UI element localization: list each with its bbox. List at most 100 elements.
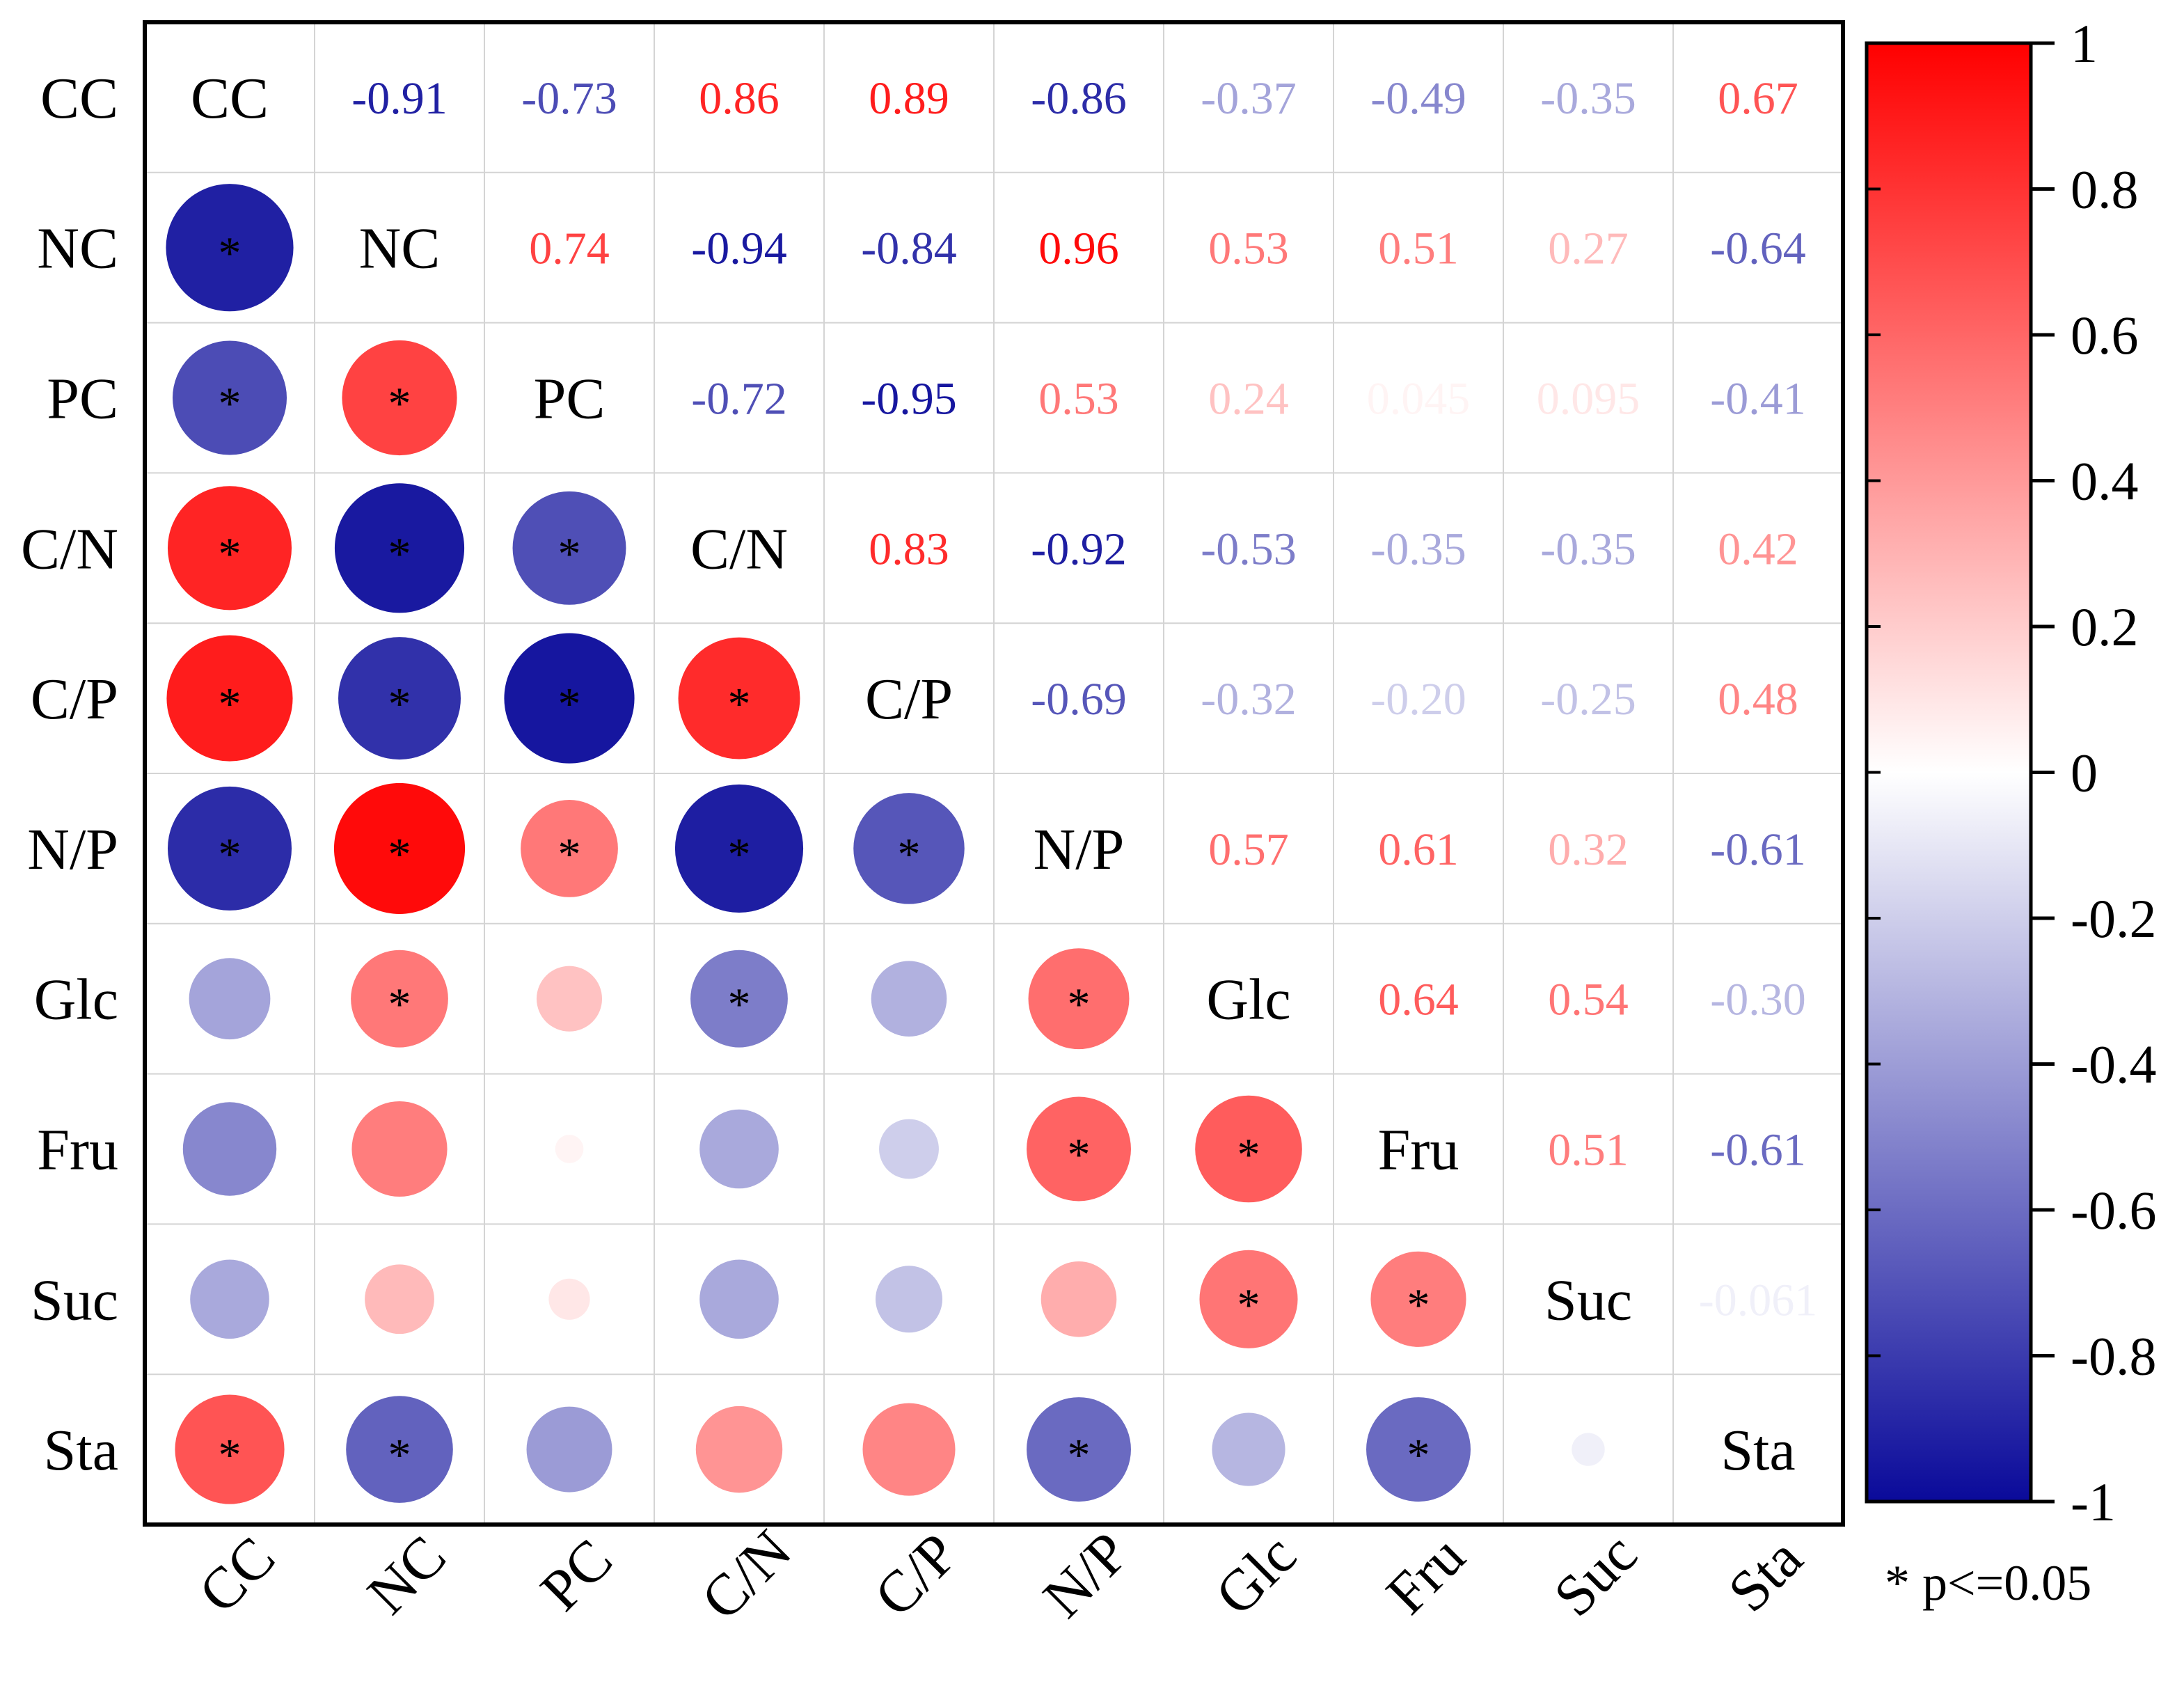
row-labels: CC NC PC C/N C/P N/P Glc Fru Suc Sta: [21, 66, 118, 1483]
diagonal-label-c-p: C/P: [865, 667, 953, 732]
diagonal-label-suc: Suc: [1544, 1268, 1632, 1332]
corr-circle-c-p-cc: [166, 635, 293, 762]
significance-marker: *: [388, 979, 411, 1030]
corr-circle-suc-fru: [1370, 1251, 1466, 1347]
colorbar-tick-label: -0.6: [2071, 1180, 2156, 1241]
row-label-pc: PC: [47, 367, 118, 432]
significance-marker: *: [558, 829, 581, 880]
diagonal-label-nc: NC: [359, 216, 441, 281]
corr-value-pc-n-p: 0.53: [1038, 374, 1119, 425]
colorbar-tick-label: 0.2: [2071, 597, 2139, 657]
significance-marker: *: [728, 979, 751, 1030]
colorbar: 1 0.8 0.6 0.4 0.2 0 -0.2 -0.4 -0.6 -0.8 -1: [1865, 13, 2156, 1532]
colorbar-tick-label: -0.4: [2071, 1034, 2156, 1095]
corr-circle-suc-c-n: [699, 1259, 779, 1339]
corr-circle-fru-pc: [555, 1135, 584, 1163]
corr-value-cc-nc: -0.91: [351, 73, 447, 124]
row-label-cc: CC: [40, 66, 118, 131]
corr-value-cc-fru: -0.49: [1370, 73, 1466, 124]
significance-marker: *: [1407, 1430, 1430, 1481]
corr-circle-fru-n-p: [1027, 1096, 1131, 1202]
corr-value-pc-glc: 0.24: [1208, 374, 1289, 425]
corr-value-glc-sta: -0.30: [1710, 975, 1805, 1025]
significance-marker: *: [388, 679, 411, 730]
corr-value-c-p-glc: -0.32: [1201, 674, 1296, 725]
diagonal-label-glc: Glc: [1206, 968, 1290, 1032]
corr-value-cc-glc: -0.37: [1201, 73, 1296, 124]
corr-value-nc-fru: 0.51: [1378, 223, 1459, 274]
diagonal-label-n-p: N/P: [1034, 817, 1125, 882]
corr-circle-suc-n-p: [1040, 1261, 1117, 1337]
corr-value-c-p-suc: -0.25: [1540, 674, 1636, 725]
diagonal-label-sta: Sta: [1720, 1418, 1795, 1483]
corr-circle-c-p-c-n: [678, 637, 800, 759]
significance-marker: *: [219, 1430, 242, 1481]
corr-value-nc-c-n: -0.94: [691, 223, 786, 274]
corr-circle-glc-n-p: [1028, 948, 1130, 1050]
corr-value-fru-sta: -0.61: [1710, 1125, 1805, 1176]
corr-value-fru-suc: 0.51: [1548, 1125, 1629, 1176]
corr-value-n-p-suc: 0.32: [1548, 824, 1629, 875]
row-label-n-p: N/P: [27, 817, 118, 882]
corr-circle-glc-pc: [536, 966, 603, 1032]
colorbar-tick-label: -1: [2071, 1472, 2116, 1532]
corr-value-cc-pc: -0.73: [521, 73, 617, 124]
significance-marker: *: [388, 1430, 411, 1481]
corr-value-pc-sta: -0.41: [1710, 374, 1805, 425]
corr-circle-glc-nc: [351, 950, 448, 1048]
corr-value-pc-fru: 0.045: [1367, 374, 1471, 425]
corr-circle-c-n-cc: [167, 486, 292, 611]
corr-value-n-p-glc: 0.57: [1208, 824, 1289, 875]
corr-circle-n-p-c-n: [674, 784, 804, 913]
corr-circle-fru-c-p: [879, 1119, 939, 1179]
colorbar-tick-label: 0.4: [2071, 451, 2139, 512]
row-label-suc: Suc: [31, 1268, 118, 1332]
colorbar-gradient: [1865, 41, 2033, 1504]
corr-value-glc-suc: 0.54: [1548, 975, 1629, 1025]
colorbar-tick-label: 1: [2071, 13, 2098, 74]
corr-circle-sta-nc: [346, 1396, 453, 1503]
corr-circle-n-p-pc: [521, 800, 618, 897]
corr-value-n-p-sta: -0.61: [1710, 824, 1805, 875]
row-label-c-p: C/P: [31, 667, 118, 732]
significance-marker: *: [1237, 1130, 1260, 1181]
colorbar-tick-label: 0.8: [2071, 159, 2139, 220]
correlation-cells: CC -0.91 -0.73 0.86 0.89 -0.86 -0.37 -0.49 -0.35…: [166, 66, 1817, 1504]
corr-circle-c-n-nc: [334, 483, 465, 613]
significance-marker: *: [1068, 979, 1091, 1030]
corr-circle-sta-fru: [1366, 1397, 1471, 1502]
corr-circle-c-n-pc: [512, 491, 626, 605]
corr-circle-fru-cc: [182, 1102, 277, 1196]
significance-marker: *: [388, 528, 411, 579]
corr-value-nc-suc: 0.27: [1548, 223, 1629, 274]
row-label-nc: NC: [37, 216, 118, 281]
significance-marker: *: [388, 829, 411, 880]
significance-note: * p<=0.05: [1885, 1555, 2091, 1611]
diagonal-label-c-n: C/N: [690, 517, 788, 581]
significance-marker: *: [1237, 1279, 1260, 1330]
row-label-sta: Sta: [44, 1418, 118, 1483]
corr-value-c-n-c-p: 0.83: [869, 523, 949, 574]
corr-circle-fru-nc: [351, 1101, 448, 1197]
diagonal-label-fru: Fru: [1378, 1118, 1459, 1183]
row-label-c-n: C/N: [21, 517, 118, 581]
corr-circle-pc-nc: [342, 340, 457, 456]
corr-value-c-n-fru: -0.35: [1370, 523, 1466, 574]
corr-value-cc-n-p: -0.86: [1031, 73, 1126, 124]
corr-circle-sta-n-p: [1027, 1397, 1131, 1502]
corr-circle-sta-glc: [1212, 1412, 1285, 1486]
corr-value-c-p-fru: -0.20: [1370, 674, 1466, 725]
significance-marker: *: [1407, 1279, 1430, 1330]
corr-value-nc-sta: -0.64: [1710, 223, 1805, 274]
grid: [145, 22, 1843, 1525]
corr-circle-sta-pc: [526, 1406, 612, 1493]
corr-circle-glc-c-n: [690, 950, 788, 1048]
corr-value-glc-fru: 0.64: [1378, 975, 1459, 1025]
corr-value-nc-glc: 0.53: [1208, 223, 1289, 274]
corr-value-pc-c-p: -0.95: [861, 374, 956, 425]
significance-marker: *: [219, 379, 242, 430]
significance-marker: *: [219, 228, 242, 279]
row-label-glc: Glc: [34, 968, 118, 1032]
significance-marker: *: [728, 679, 751, 730]
